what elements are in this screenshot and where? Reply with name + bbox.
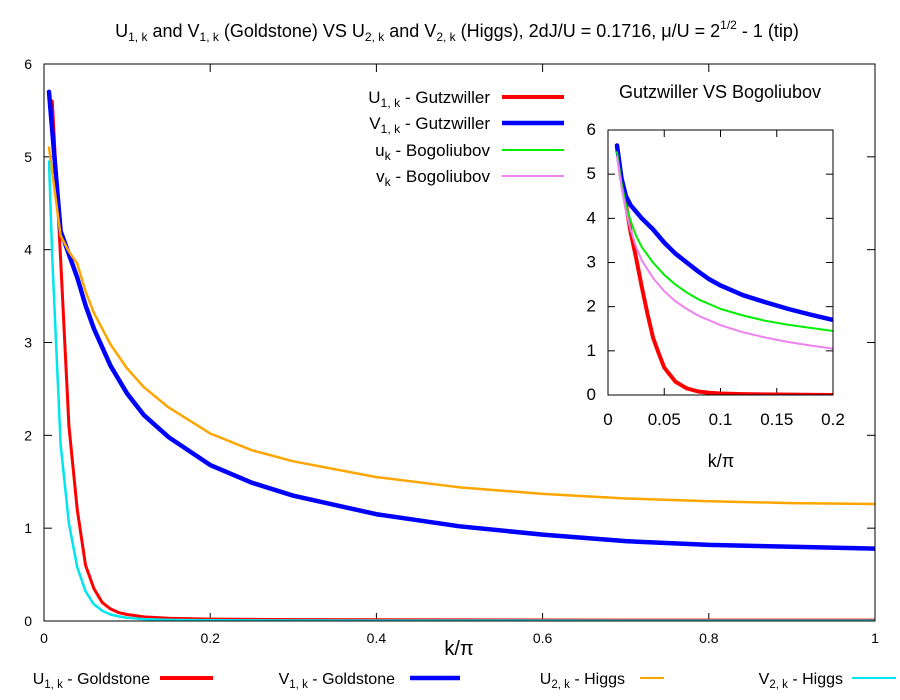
x-tick-label: 0.15 [760,410,793,429]
bottom-legend-label: V2, k - Higgs [759,671,843,691]
x-tick-label: 0.4 [367,630,387,646]
main-tick-labels: 0 0.2 0.4 0.6 0.8 1 0 1 2 3 4 5 6 [24,56,879,646]
main-plot-frame [43,63,876,622]
y-tick-label: 2 [24,427,32,443]
x-tick-label: 1 [871,630,879,646]
x-tick-label: 0.1 [709,410,733,429]
x-tick-label: 0.2 [821,410,845,429]
chart-title: U1, k and V1, k (Goldstone) VS U2, k and… [115,18,799,44]
x-tick-label: 0.2 [200,630,220,646]
inset-legend: U1, k - Gutzwiller V1, k - Gutzwiller uk -… [368,88,564,189]
inset-legend-label: uk - Bogoliubov [375,141,490,163]
inset-x-axis-label: k/π [708,451,734,471]
bottom-legend-label: U2, k - Higgs [540,671,625,691]
y-tick-label: 5 [24,149,32,165]
x-tick-label: 0 [603,410,612,429]
inset-series-lines [614,143,833,395]
series-line-u-2k [47,146,875,506]
x-tick-label: 0 [40,630,48,646]
bottom-legend: U1, k - Goldstone V1, k - Goldstone U2, k … [33,671,896,691]
x-tick-label: 0.6 [533,630,553,646]
y-tick-label: 6 [24,56,32,72]
bottom-legend-label: V1, k - Goldstone [279,671,395,691]
y-tick-label: 4 [24,242,32,258]
y-tick-label: 3 [587,253,596,272]
inset-legend-label: V1, k - Gutzwiller [369,114,490,136]
x-tick-label: 0.05 [648,410,681,429]
y-tick-label: 4 [587,208,596,227]
inset-plot-frame [607,129,834,396]
main-series-lines [46,89,875,621]
y-tick-label: 1 [24,520,32,536]
x-tick-label: 0.8 [699,630,719,646]
inset-background [608,126,834,396]
y-tick-label: 6 [587,120,596,139]
inset-legend-label: U1, k - Gutzwiller [368,88,490,110]
main-x-axis-label: k/π [444,638,473,660]
inset-legend-label: vk - Bogoliubov [376,167,490,189]
y-tick-label: 5 [587,164,596,183]
series-line-v-1k [614,143,833,323]
series-line-v-1k [46,89,875,551]
y-tick-label: 3 [24,335,32,351]
y-tick-label: 2 [587,297,596,316]
series-line-v-k [616,155,833,350]
inset-tick-labels: 0 0.05 0.1 0.15 0.2 0 1 2 3 4 5 6 [587,120,845,429]
y-tick-label: 1 [587,341,596,360]
inset-title: Gutzwiller VS Bogoliubov [619,82,821,102]
y-tick-label: 0 [587,385,596,404]
y-tick-label: 0 [24,613,32,629]
series-line-u-k [616,151,833,332]
bottom-legend-label: U1, k - Goldstone [33,671,150,691]
